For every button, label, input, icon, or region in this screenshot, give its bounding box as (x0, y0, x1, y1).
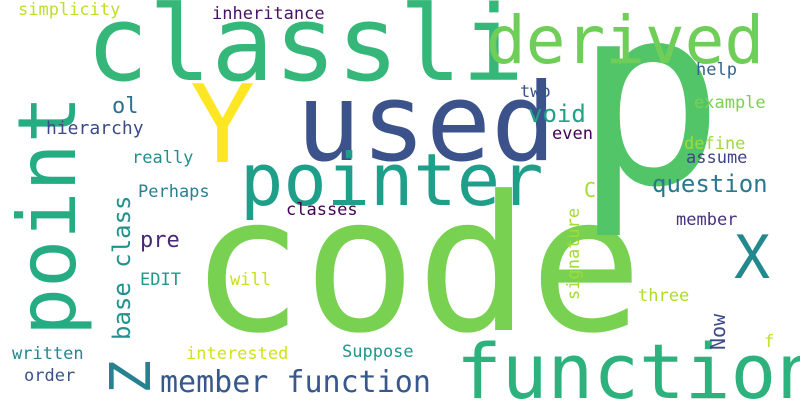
word-f: f (764, 332, 775, 352)
word-p: p (574, 0, 725, 242)
word-hierarchy: hierarchy (46, 118, 144, 139)
word-Now: Now (706, 313, 730, 350)
word-example: example (694, 93, 766, 113)
word-derived: derived (486, 2, 765, 79)
word-assume: assume (686, 148, 748, 168)
word-C: C (584, 178, 597, 202)
word-used: used (296, 61, 557, 186)
word-Z: Z (99, 360, 164, 394)
word-simplicity: simplicity (18, 0, 121, 20)
word-really: really (132, 148, 194, 168)
word-three: three (638, 286, 690, 306)
word-inheritance: inheritance (212, 4, 325, 24)
word-ol: ol (112, 94, 139, 119)
word-void: void (528, 100, 586, 128)
word-EDIT: EDIT (140, 270, 181, 290)
word-two: two (520, 82, 551, 102)
word-member: member (676, 210, 738, 230)
word-written: written (12, 344, 84, 364)
word-Suppose: Suppose (342, 342, 414, 362)
word-will: will (230, 270, 271, 290)
word-classli: classli (86, 0, 525, 105)
word-X: X (734, 223, 771, 293)
word-define: define (684, 134, 746, 154)
word-pre: pre (140, 228, 180, 253)
word-code: code (190, 156, 643, 375)
word-order: order (24, 366, 76, 386)
word-member-function: member function (160, 365, 431, 400)
word-signature: signature (564, 207, 584, 300)
word-classes: classes (286, 200, 358, 220)
word-Perhaps: Perhaps (138, 182, 210, 202)
word-question: question (652, 170, 768, 198)
word-interested: interested (186, 344, 289, 364)
word-pointer: pointer (240, 138, 544, 222)
word-base-class: base class (108, 195, 136, 341)
word-help: help (696, 60, 737, 80)
word-function: function (456, 327, 800, 400)
word-even: even (552, 124, 593, 144)
word-Y: Y (190, 63, 256, 188)
